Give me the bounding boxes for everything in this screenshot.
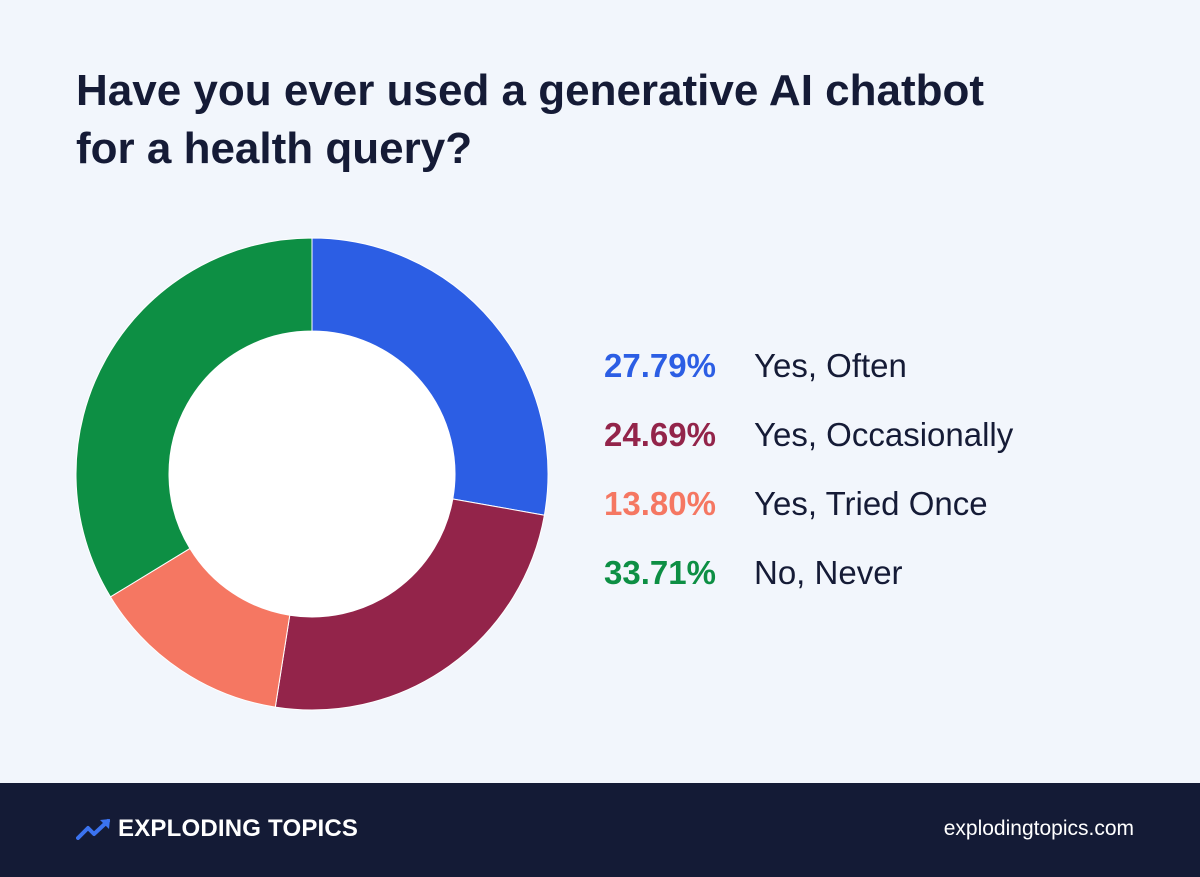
chart-title-line-2: for a health query?	[76, 124, 473, 173]
legend-item-1: 27.79% Yes, Often	[604, 344, 1013, 387]
legend-value: 27.79%	[604, 346, 716, 384]
legend-label: Yes, Occasionally	[754, 415, 1014, 453]
brand-name: EXPLODING TOPICS	[118, 815, 359, 842]
legend-value: 24.69%	[604, 415, 716, 453]
site-url-link[interactable]: explodingtopics.com	[943, 817, 1134, 840]
legend-item-4: 33.71% No, Never	[604, 551, 1013, 594]
chart-title-line-1: Have you ever used a generative AI chatb…	[76, 66, 985, 115]
brand-logo[interactable]: EXPLODING TOPICS	[76, 815, 358, 843]
legend-item-3: 13.80% Yes, Tried Once	[604, 482, 1013, 525]
donut-chart	[75, 237, 549, 711]
chart-legend: 27.79% Yes, Often 24.69% Yes, Occasionally 1…	[604, 344, 1013, 594]
donut-hole	[169, 331, 455, 617]
chart-title: Have you ever used a generative AI chatb…	[76, 62, 1136, 178]
legend-item-2: 24.69% Yes, Occasionally	[604, 413, 1013, 456]
legend-label: Yes, Tried Once	[754, 484, 988, 522]
legend-value: 13.80%	[604, 484, 716, 522]
legend-label: Yes, Often	[754, 346, 907, 384]
footer-bar: EXPLODING TOPICS explodingtopics.com	[0, 783, 1200, 877]
trending-up-arrow-icon	[76, 819, 110, 840]
legend-label: No, Never	[754, 553, 903, 591]
legend-value: 33.71%	[604, 553, 716, 591]
